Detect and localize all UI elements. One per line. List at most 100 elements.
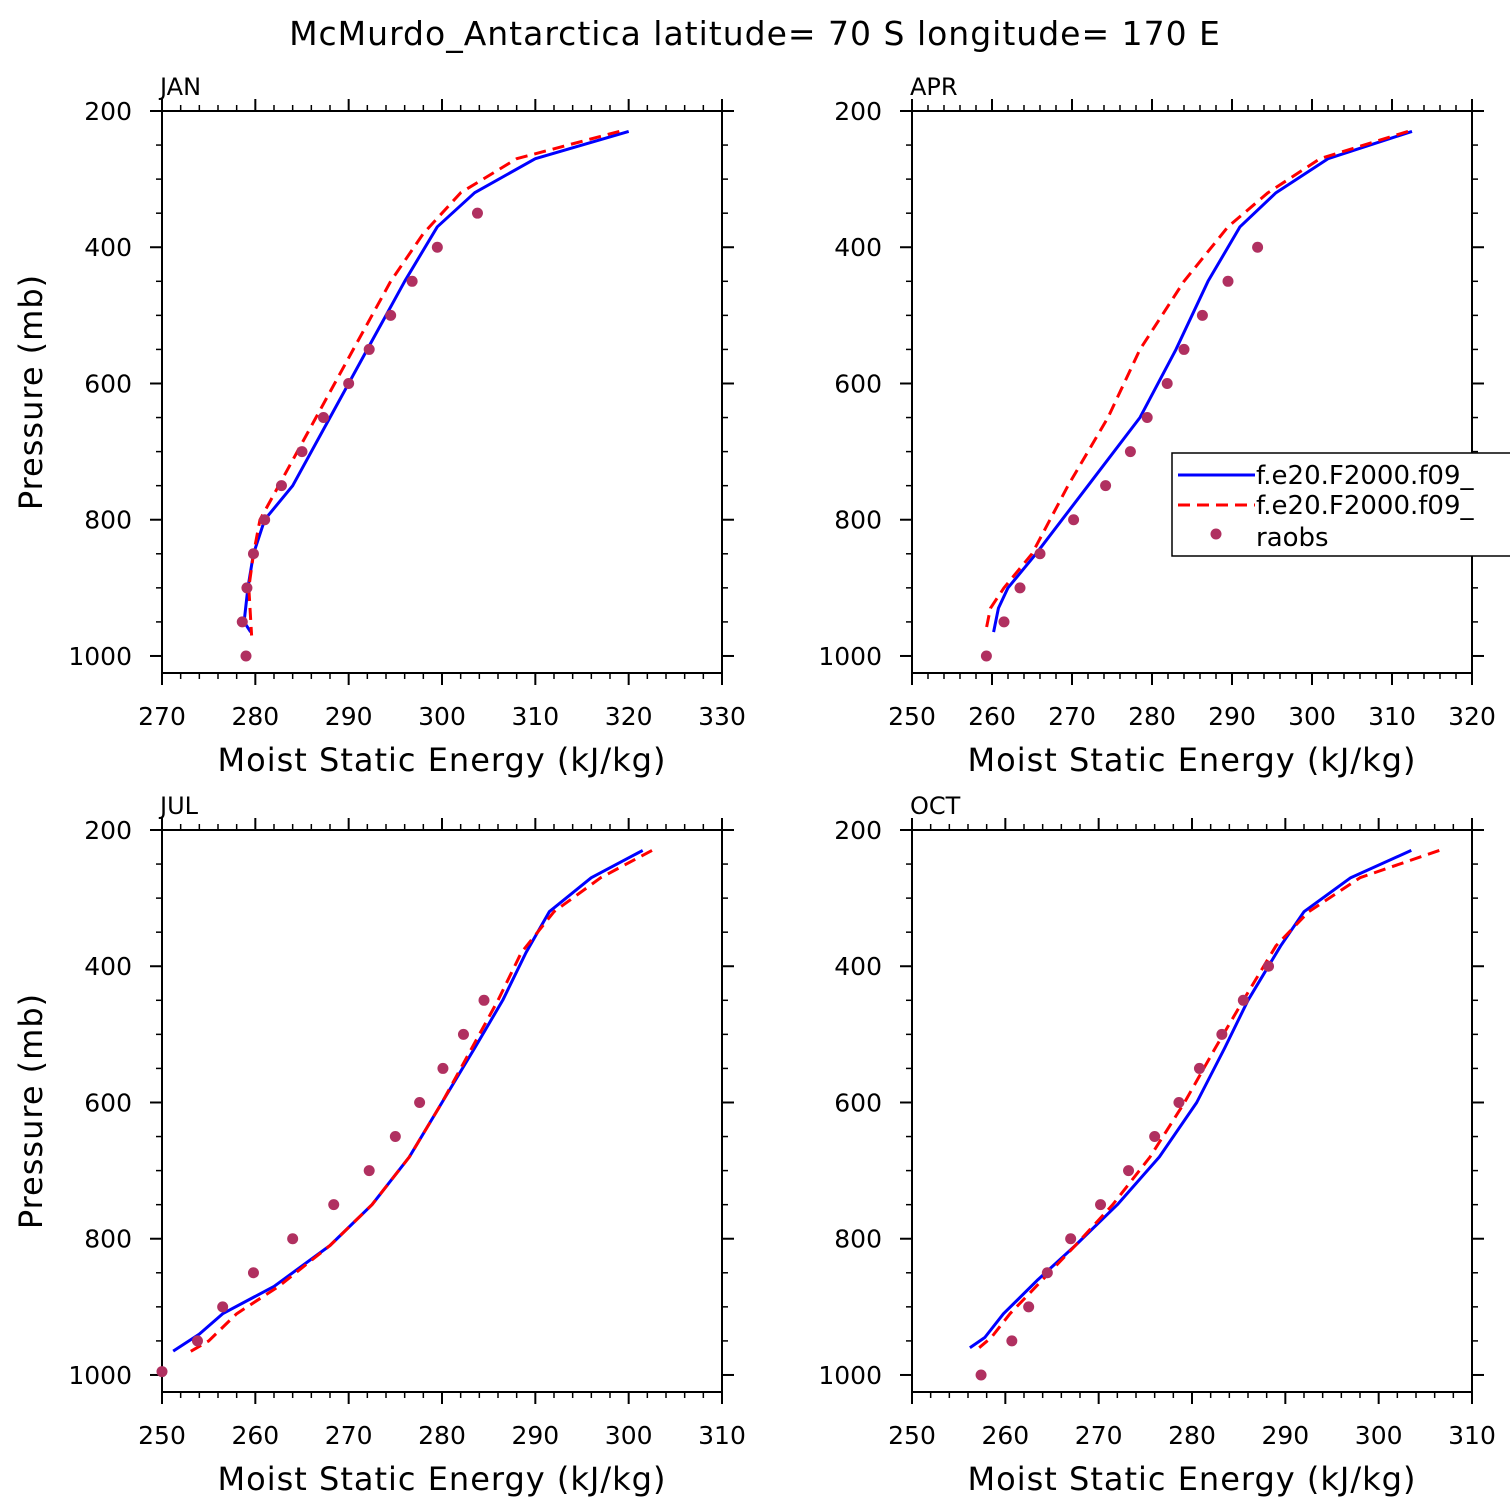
y-tick-label: 200 bbox=[84, 816, 132, 845]
raobs-marker bbox=[1123, 1165, 1135, 1177]
raobs-marker bbox=[1196, 309, 1208, 321]
raobs-marker bbox=[363, 343, 375, 355]
panel-jul: JUL 250 260 270 280 290 300 310 200 400 600 800 1000… bbox=[12, 792, 746, 1498]
raobs-marker bbox=[259, 514, 271, 526]
raobs-marker bbox=[1161, 377, 1173, 389]
y-tick-label: 800 bbox=[84, 506, 132, 535]
raobs-marker bbox=[1263, 960, 1275, 972]
raobs-marker bbox=[191, 1335, 203, 1347]
y-tick-label: 600 bbox=[84, 369, 132, 398]
legend-box bbox=[1171, 452, 1510, 557]
raobs-marker bbox=[328, 1199, 340, 1211]
y-tick-label: 400 bbox=[84, 952, 132, 981]
x-axis-label: Moist Static Energy (kJ/kg) bbox=[218, 1460, 667, 1498]
y-tick-label: 400 bbox=[834, 233, 882, 262]
raobs-marker bbox=[275, 480, 287, 492]
raobs-marker bbox=[247, 1267, 259, 1279]
series-line-solid bbox=[242, 129, 630, 633]
raobs-marker bbox=[156, 1366, 168, 1378]
raobs-marker bbox=[1006, 1335, 1018, 1347]
x-tick-label: 270 bbox=[325, 1421, 373, 1450]
x-tick-label: 330 bbox=[698, 702, 746, 731]
x-tick-label: 270 bbox=[1075, 1421, 1123, 1450]
raobs-marker bbox=[217, 1301, 229, 1313]
panel-label: JAN bbox=[158, 73, 201, 101]
panel-jan: JAN 270 280 290 300 310 320 330 200 400 600 800 1000… bbox=[12, 73, 746, 779]
raobs-marker bbox=[363, 1165, 375, 1177]
x-tick-label: 250 bbox=[138, 1421, 186, 1450]
series-line-dashed bbox=[978, 848, 1440, 1349]
series-line-solid bbox=[969, 849, 1412, 1349]
plot-frame bbox=[911, 110, 1473, 674]
x-tick-label: 270 bbox=[138, 702, 186, 731]
x-tick-label: 290 bbox=[511, 1421, 559, 1450]
raobs-marker bbox=[1014, 582, 1026, 594]
y-axis-label: Pressure (mb) bbox=[12, 993, 50, 1229]
raobs-marker bbox=[1065, 1233, 1077, 1245]
panel-label: JUL bbox=[158, 792, 199, 820]
x-tick-label: 270 bbox=[1048, 702, 1096, 731]
plot-frame bbox=[161, 829, 723, 1393]
x-tick-label: 280 bbox=[1128, 702, 1176, 731]
x-tick-label: 250 bbox=[888, 1421, 936, 1450]
x-tick-label: 320 bbox=[1448, 702, 1496, 731]
x-axis-label: Moist Static Energy (kJ/kg) bbox=[968, 741, 1417, 779]
y-tick-label: 600 bbox=[834, 1088, 882, 1117]
y-tick-label: 400 bbox=[84, 233, 132, 262]
y-tick-label: 400 bbox=[834, 952, 882, 981]
raobs-marker bbox=[287, 1233, 299, 1245]
x-tick-label: 300 bbox=[1288, 702, 1336, 731]
y-tick-label: 800 bbox=[834, 1225, 882, 1254]
x-tick-label: 260 bbox=[968, 702, 1016, 731]
raobs-marker bbox=[1124, 446, 1136, 458]
raobs-marker bbox=[431, 241, 443, 253]
raobs-marker bbox=[1034, 548, 1046, 560]
x-tick-label: 310 bbox=[1368, 702, 1416, 731]
raobs-marker bbox=[471, 207, 483, 219]
raobs-marker bbox=[385, 309, 397, 321]
y-tick-label: 1000 bbox=[818, 642, 882, 671]
raobs-marker bbox=[975, 1369, 987, 1381]
raobs-marker bbox=[389, 1131, 401, 1143]
y-tick-label: 800 bbox=[84, 1225, 132, 1254]
x-tick-label: 250 bbox=[888, 702, 936, 731]
series-line-dashed bbox=[184, 849, 653, 1356]
x-tick-label: 280 bbox=[418, 1421, 466, 1450]
raobs-marker bbox=[980, 650, 992, 662]
x-tick-label: 290 bbox=[1208, 702, 1256, 731]
raobs-marker bbox=[236, 616, 248, 628]
y-axis-label: Pressure (mb) bbox=[12, 274, 50, 510]
x-tick-label: 310 bbox=[511, 702, 559, 731]
x-tick-label: 300 bbox=[1355, 1421, 1403, 1450]
raobs-marker bbox=[1222, 275, 1234, 287]
raobs-marker bbox=[1252, 241, 1264, 253]
x-tick-label: 290 bbox=[325, 702, 373, 731]
figure-title: McMurdo_Antarctica latitude= 70 S longit… bbox=[289, 14, 1221, 53]
raobs-marker bbox=[1068, 514, 1080, 526]
y-tick-label: 1000 bbox=[818, 1361, 882, 1390]
x-tick-label: 280 bbox=[231, 702, 279, 731]
raobs-marker bbox=[241, 582, 253, 594]
y-tick-label: 200 bbox=[834, 816, 882, 845]
raobs-marker bbox=[437, 1062, 449, 1074]
raobs-marker bbox=[247, 548, 259, 560]
raobs-marker bbox=[343, 377, 355, 389]
raobs-marker bbox=[414, 1096, 426, 1108]
legend-entry-label: raobs bbox=[1256, 523, 1329, 553]
raobs-marker bbox=[998, 616, 1010, 628]
series-line-solid bbox=[172, 849, 644, 1353]
raobs-marker bbox=[1149, 1131, 1161, 1143]
raobs-marker bbox=[478, 994, 490, 1006]
raobs-marker bbox=[240, 650, 252, 662]
panels: JAN 270 280 290 300 310 320 330 200 400 600 800 1000… bbox=[12, 73, 1496, 1498]
y-tick-label: 200 bbox=[84, 97, 132, 126]
panel-apr: APR 250 260 270 280 290 300 310 320 200 400 600 800 1… bbox=[818, 73, 1495, 779]
raobs-marker bbox=[317, 412, 329, 424]
raobs-marker bbox=[1141, 412, 1153, 424]
y-tick-label: 600 bbox=[84, 1088, 132, 1117]
x-tick-label: 260 bbox=[981, 1421, 1029, 1450]
legend-entry-label: f.e20.F2000.f09_ bbox=[1256, 461, 1474, 491]
raobs-marker bbox=[1237, 994, 1249, 1006]
y-tick-label: 600 bbox=[834, 369, 882, 398]
